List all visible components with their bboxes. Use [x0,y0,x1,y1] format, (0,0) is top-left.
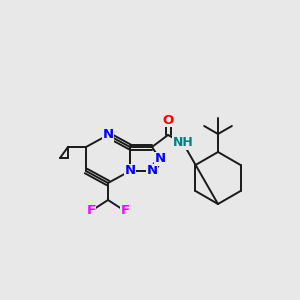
Text: NH: NH [172,136,194,149]
Text: O: O [162,113,174,127]
Text: N: N [146,164,158,178]
Text: F: F [86,205,96,218]
Text: N: N [124,164,136,178]
Text: N: N [102,128,114,142]
Text: N: N [154,152,166,166]
Text: F: F [120,205,130,218]
